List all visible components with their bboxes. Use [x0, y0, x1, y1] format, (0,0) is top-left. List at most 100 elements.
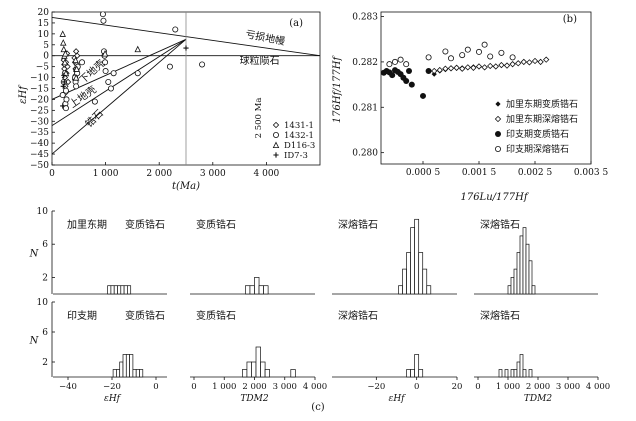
c-xlabel: TDM2	[524, 394, 552, 404]
histogram-panel: 加里东期 变质锆石	[53, 218, 167, 295]
c-x-tick-label: 1 000	[212, 382, 236, 392]
x-tick-label: 0.000 5	[406, 168, 441, 178]
histogram-panel: 深熔锆石	[332, 218, 457, 295]
data-point	[403, 77, 410, 84]
panel-b: 0.000 5 0.001 5 0.002 5 0.003 5 0.283 0.282 0.…	[332, 11, 608, 203]
histogram-label: 深熔锆石	[480, 309, 520, 322]
histogram-label: 变质锆石	[196, 218, 236, 231]
histogram-bar	[116, 369, 121, 378]
data-point	[403, 61, 410, 68]
data-point	[498, 49, 505, 56]
data-point	[60, 103, 66, 109]
histogram-bar	[410, 227, 416, 295]
data-point	[107, 85, 114, 92]
data-point	[72, 74, 80, 81]
data-point	[60, 83, 66, 89]
data-point	[134, 45, 142, 53]
histogram-bar	[531, 285, 536, 295]
data-point	[515, 60, 522, 67]
c-x-tick-label: 3 000	[556, 382, 580, 392]
x-tick-label: 0.002 5	[518, 168, 553, 178]
y-tick-label: 0.282	[352, 58, 378, 68]
histogram-bar	[112, 369, 117, 378]
data-point	[183, 45, 189, 51]
data-point	[60, 45, 68, 53]
histogram-panel: 印支期 变质锆石 −40 −20 0 εHf	[53, 309, 167, 404]
panel-b-frame	[380, 11, 592, 165]
histogram-bar	[510, 369, 515, 378]
data-point	[481, 41, 488, 48]
histogram-panel: 深熔锆石 −20 0 20 εHf	[332, 309, 462, 404]
data-point	[520, 58, 527, 66]
histogram-bar	[418, 252, 424, 295]
histogram-label: 变质锆石	[196, 309, 236, 322]
histogram-bar	[254, 277, 260, 295]
histogram-bar	[513, 369, 518, 378]
y-tick-label: 20	[38, 8, 50, 18]
histogram-panel: 变质锆石	[190, 218, 315, 295]
c-x-tick-label: 20	[452, 382, 463, 392]
histogram-bar	[516, 361, 521, 378]
panel-c-tag: (c)	[311, 402, 325, 413]
data-point	[464, 64, 471, 71]
y-tick-label: 0.283	[352, 13, 378, 23]
vline-label: 2 500 Ma	[254, 98, 264, 139]
reference-line-label: 亏损地幔	[244, 27, 286, 47]
data-point	[386, 61, 393, 68]
data-point	[420, 92, 426, 99]
histogram-bar	[135, 369, 140, 378]
panel-b-tag: (b)	[563, 14, 577, 25]
data-point	[100, 17, 107, 24]
legend-marker	[272, 121, 280, 129]
y-tick-label: −10	[30, 74, 49, 84]
data-point	[101, 50, 109, 57]
histogram-bar	[249, 285, 255, 295]
y-tick-label: 5	[43, 41, 49, 51]
data-point	[459, 65, 466, 72]
data-point	[91, 98, 98, 105]
panel-a-xlabel: t(Ma)	[172, 181, 200, 192]
y-tick-label: 0.281	[352, 103, 378, 113]
legend-label: 印支期变质锆石	[506, 128, 569, 140]
data-point	[436, 66, 443, 74]
data-point	[391, 58, 398, 65]
histogram-bar	[245, 285, 251, 295]
histogram-label: 加里东期	[67, 218, 107, 231]
histogram-bar	[519, 235, 524, 295]
legend-label: 印支期深熔锆石	[506, 143, 569, 155]
data-point	[453, 64, 460, 71]
data-point	[406, 67, 412, 74]
data-point	[172, 26, 179, 33]
data-point	[99, 12, 106, 18]
histogram-label: 深熔锆石	[338, 218, 378, 231]
panel-b-xlabel: 176Lu/177Hf	[460, 192, 529, 203]
y-tick-label: −5	[36, 63, 50, 73]
data-point	[442, 65, 449, 72]
legend-marker	[495, 101, 501, 107]
histogram-bar	[117, 285, 122, 295]
legend-marker	[273, 152, 279, 158]
histogram-panel: 变质锆石 0 1 000 2 000 3 000 4 000 TDM2	[190, 309, 327, 404]
data-point	[62, 87, 69, 94]
histogram-bar	[264, 369, 270, 378]
data-point	[73, 83, 80, 90]
y-tick-label: −40	[30, 139, 49, 149]
y-tick-label: −50	[30, 161, 49, 171]
data-point	[72, 48, 80, 55]
histogram-label: 变质锆石	[125, 309, 165, 322]
histogram-bar	[422, 268, 428, 295]
histogram-bar	[132, 369, 137, 378]
histogram-bar	[402, 268, 407, 295]
data-point	[60, 39, 67, 46]
histogram-panel: 深熔锆石 0 1 000 2 000 3 000 4 000 TDM2	[474, 309, 610, 404]
histogram-bar	[414, 354, 420, 378]
data-point	[397, 56, 404, 63]
reference-line	[52, 38, 187, 155]
data-point	[61, 72, 67, 78]
c-x-tick-label: 2 000	[242, 382, 266, 392]
panel-a-ylabel: εHf	[18, 84, 29, 104]
histogram-bar	[125, 354, 130, 378]
c-xlabel: TDM2	[240, 394, 268, 404]
x-tick-label: 0.001 5	[462, 168, 497, 178]
